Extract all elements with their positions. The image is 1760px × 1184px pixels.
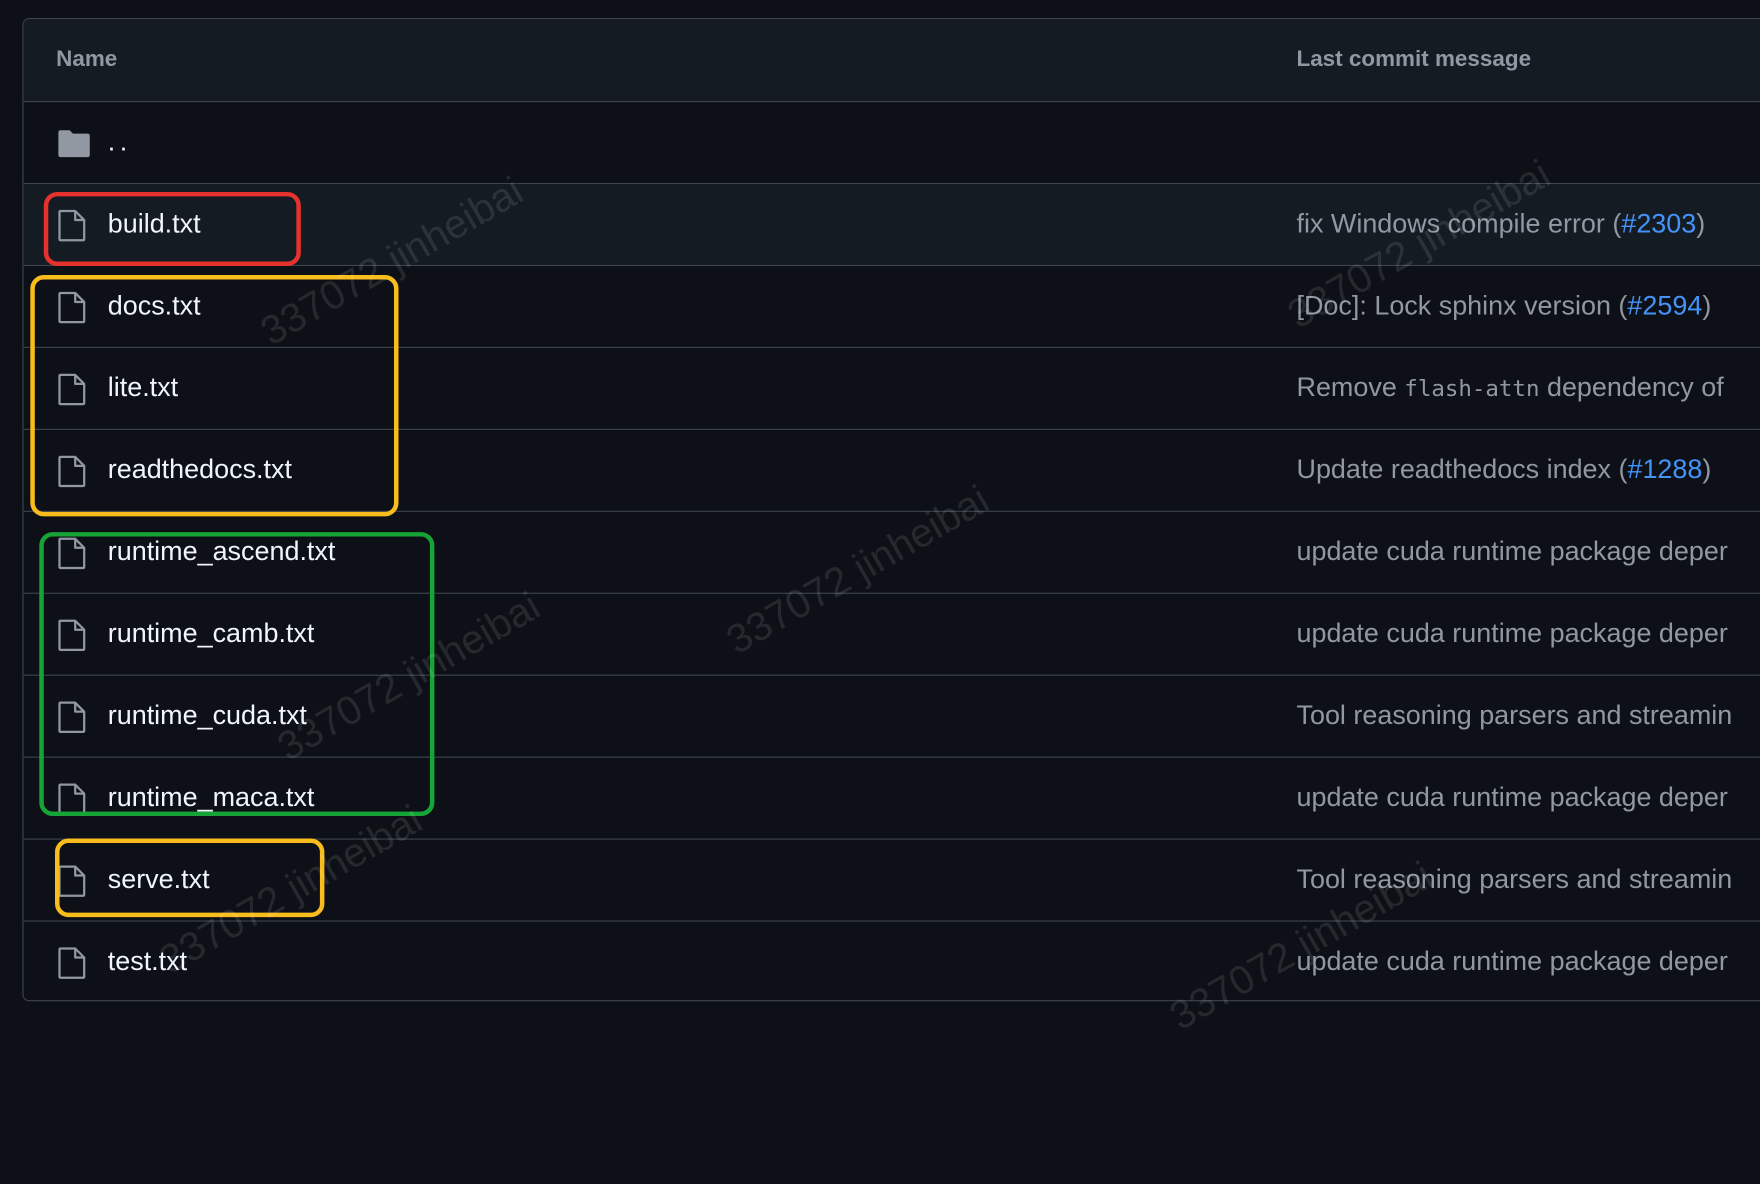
file-icon — [58, 865, 86, 897]
file-name[interactable]: runtime_ascend.txt — [107, 536, 336, 567]
commit-message: fix Windows compile error (#2303) — [1296, 184, 1705, 265]
message-text: Remove — [1296, 372, 1405, 403]
file-name[interactable]: runtime_maca.txt — [107, 782, 315, 813]
file-icon — [58, 291, 86, 324]
file-name[interactable]: lite.txt — [107, 372, 179, 403]
commit-message: update cuda runtime package deper — [1296, 512, 1727, 593]
pr-link[interactable]: #2303 — [1621, 208, 1697, 240]
message-text: Tool reasoning parsers and streamin — [1296, 700, 1733, 731]
file-name[interactable]: docs.txt — [107, 290, 201, 322]
file-icon — [58, 701, 86, 733]
message-text: update cuda runtime package deper — [1296, 536, 1728, 567]
file-icon — [58, 537, 86, 570]
message-text: dependency of — [1539, 372, 1724, 403]
file-name[interactable]: build.txt — [107, 208, 201, 240]
commit-message: Remove flash-attn dependency of — [1296, 348, 1723, 429]
commit-message: update cuda runtime package deper — [1296, 594, 1727, 675]
file-row[interactable]: runtime_cuda.txt Tool reasoning parsers a… — [23, 676, 1760, 758]
highlight-yellow — [30, 275, 399, 517]
file-row[interactable]: serve.txt Tool reasoning parsers and stre… — [23, 840, 1760, 922]
file-row[interactable]: runtime_ascend.txt update cuda runtime pa… — [23, 512, 1760, 594]
message-text: Tool reasoning parsers and streamin — [1296, 864, 1733, 895]
message-text: Update readthedocs index ( — [1296, 454, 1628, 485]
highlight-red — [43, 191, 301, 267]
parent-link[interactable]: .. — [107, 126, 132, 158]
message-text: ) — [1702, 454, 1712, 485]
table-header: Name Last commit message — [23, 19, 1760, 103]
commit-message: [Doc]: Lock sphinx version (#2594) — [1296, 266, 1711, 347]
file-icon — [58, 947, 86, 979]
file-icon — [58, 455, 86, 488]
file-icon — [58, 373, 86, 406]
commit-message: Tool reasoning parsers and streamin — [1296, 840, 1732, 921]
file-row[interactable]: readthedocs.txt Update readthedocs index … — [23, 430, 1760, 512]
file-name[interactable]: runtime_camb.txt — [107, 618, 315, 649]
header-commit: Last commit message — [1296, 47, 1532, 72]
pr-link[interactable]: #1288 — [1627, 454, 1703, 485]
code-text: flash-attn — [1404, 374, 1540, 402]
file-row[interactable]: runtime_camb.txt update cuda runtime pack… — [23, 594, 1760, 676]
file-name[interactable]: test.txt — [107, 946, 188, 977]
message-text: [Doc]: Lock sphinx version ( — [1296, 290, 1628, 322]
message-text: ) — [1702, 290, 1712, 322]
highlight-green — [39, 532, 435, 817]
file-icon — [58, 619, 86, 652]
file-row[interactable]: lite.txt Remove flash-attn dependency of — [23, 348, 1760, 430]
file-name[interactable]: serve.txt — [107, 864, 210, 895]
commit-message: update cuda runtime package deper — [1296, 922, 1728, 1001]
parent-row[interactable]: .. — [23, 102, 1760, 185]
folder-icon — [58, 130, 90, 158]
highlight-yellow — [55, 838, 325, 918]
message-text: fix Windows compile error ( — [1296, 208, 1622, 240]
pr-link[interactable]: #2594 — [1627, 290, 1703, 322]
file-row[interactable]: docs.txt [Doc]: Lock sphinx version (#259… — [23, 266, 1760, 348]
file-name[interactable]: readthedocs.txt — [107, 454, 292, 485]
commit-message: update cuda runtime package deper — [1296, 758, 1727, 839]
file-row[interactable]: build.txt fix Windows compile error (#230… — [23, 184, 1760, 267]
file-icon — [58, 209, 86, 242]
message-text: update cuda runtime package deper — [1296, 618, 1728, 649]
commit-message: Tool reasoning parsers and streamin — [1296, 676, 1732, 757]
header-name: Name — [56, 47, 118, 72]
message-text: update cuda runtime package deper — [1296, 782, 1728, 813]
file-table: Name Last commit message .. build.txt fix… — [22, 17, 1760, 1002]
file-row[interactable]: runtime_maca.txt update cuda runtime pack… — [23, 758, 1760, 840]
message-text: update cuda runtime package deper — [1296, 946, 1728, 977]
commit-message: Update readthedocs index (#1288) — [1296, 430, 1711, 511]
file-row[interactable]: test.txt update cuda runtime package depe… — [24, 922, 1760, 1001]
file-name[interactable]: runtime_cuda.txt — [107, 700, 307, 731]
message-text: ) — [1696, 208, 1706, 240]
